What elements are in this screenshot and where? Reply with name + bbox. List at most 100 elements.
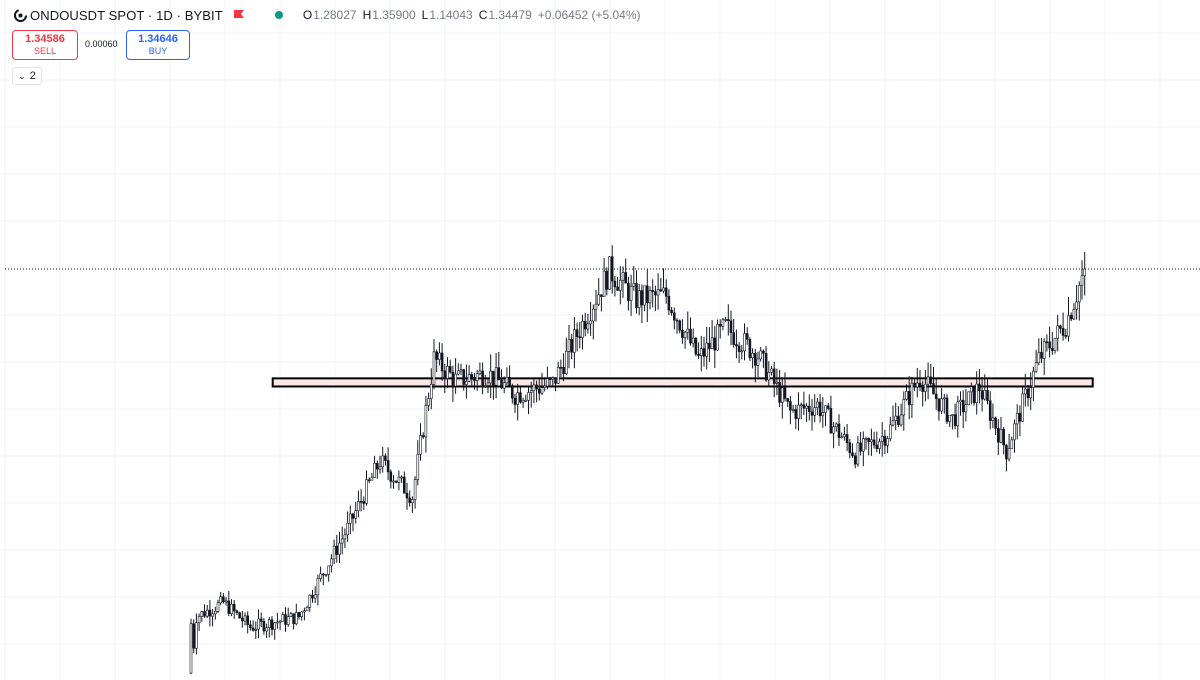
candle <box>816 397 819 416</box>
candle-body-up <box>716 324 719 351</box>
candle <box>961 390 965 429</box>
candle <box>583 312 587 337</box>
support-zone-rectangle[interactable] <box>271 377 1094 388</box>
candle <box>340 526 344 555</box>
candle <box>527 387 530 415</box>
candle-body-up <box>316 578 320 596</box>
candle-body-down <box>627 282 630 301</box>
candle <box>294 603 298 626</box>
candle <box>378 455 382 474</box>
indicators-collapse-button[interactable]: ⌄ 2 <box>12 67 42 85</box>
sell-button[interactable]: 1.34586 SELL <box>12 30 78 60</box>
candle-body-down <box>654 291 657 296</box>
candle <box>824 405 827 427</box>
candle-body-up <box>195 622 198 649</box>
candle-body-up <box>1053 337 1057 351</box>
candle <box>635 270 638 314</box>
candle-body-down <box>1002 429 1006 446</box>
candle <box>357 490 360 518</box>
candle-body-down <box>208 609 212 617</box>
candle <box>289 611 293 618</box>
candle-body-down <box>953 414 957 427</box>
candle-body-up <box>705 342 709 357</box>
candle <box>589 302 592 336</box>
candle-body-up <box>861 438 865 452</box>
candle <box>486 377 490 394</box>
candle-body-up <box>910 382 914 405</box>
candle-body-down <box>259 618 263 622</box>
candle <box>618 266 622 305</box>
candle <box>513 393 517 413</box>
candle <box>446 357 449 388</box>
candle <box>964 388 968 422</box>
candle-body-down <box>659 289 663 292</box>
candle <box>924 370 927 402</box>
candle-body-up <box>926 376 930 385</box>
flag-icon[interactable] <box>233 9 245 21</box>
candle-body-up <box>432 351 436 385</box>
candle <box>691 328 695 348</box>
buy-button[interactable]: 1.34646 BUY <box>126 30 190 60</box>
candle <box>705 326 709 370</box>
candle-body-up <box>392 480 395 483</box>
candle <box>959 391 962 416</box>
candle <box>316 574 320 606</box>
candle <box>397 470 401 491</box>
candle <box>346 511 349 542</box>
candle <box>807 394 811 421</box>
candle <box>656 273 660 310</box>
candle <box>902 391 906 431</box>
candle <box>759 347 763 362</box>
candle-body-up <box>527 392 530 401</box>
candle-body-down <box>729 320 733 333</box>
candle <box>205 604 209 619</box>
candle <box>519 386 522 404</box>
candle <box>540 372 544 395</box>
symbol-title[interactable]: ONDOUSDT SPOT · 1D · BYBIT <box>30 7 223 23</box>
candle <box>745 327 749 345</box>
candle-body-down <box>270 619 274 630</box>
candle-body-up <box>467 374 471 382</box>
candle-body-down <box>694 337 698 355</box>
candle <box>392 475 395 489</box>
candle-body-up <box>429 383 433 399</box>
candle <box>991 403 995 429</box>
candle-body-down <box>605 270 609 290</box>
candle <box>945 394 949 425</box>
candle <box>502 376 506 394</box>
candle-body-up <box>888 424 892 439</box>
candle <box>805 403 808 423</box>
candle <box>600 294 603 312</box>
candle-body-up <box>894 415 898 421</box>
candle <box>870 428 873 456</box>
candle-body-up <box>759 350 763 360</box>
candle <box>651 279 655 308</box>
candle <box>273 621 277 640</box>
candle <box>697 342 700 360</box>
candle <box>948 414 952 428</box>
candle-body-up <box>756 358 760 366</box>
candle <box>510 383 514 404</box>
candle-body-down <box>613 280 617 288</box>
candle <box>1040 337 1043 364</box>
candle-body-down <box>737 345 741 352</box>
candle-body-up <box>956 401 960 427</box>
candle <box>570 333 574 360</box>
candle-body-down <box>664 287 668 297</box>
candle <box>1010 436 1014 449</box>
close-value: 1.34479 <box>488 8 532 22</box>
candle-body-down <box>689 328 692 344</box>
candle <box>343 528 347 548</box>
candle-body-up <box>502 382 506 389</box>
candle <box>594 289 598 322</box>
candle-body-down <box>238 612 241 619</box>
candle <box>826 402 830 411</box>
candle-body-down <box>578 336 582 339</box>
candle-body-up <box>556 367 560 384</box>
market-status-icon[interactable] <box>271 7 287 23</box>
candle-body-up <box>969 386 973 393</box>
candle-body-down <box>1051 347 1054 351</box>
candle-body-up <box>540 387 544 394</box>
candle-body-up <box>975 383 979 404</box>
